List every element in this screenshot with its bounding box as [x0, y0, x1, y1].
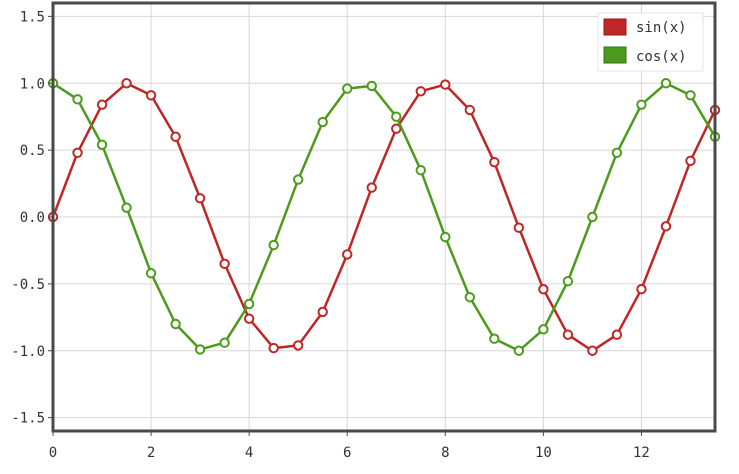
- data-point-cos-x: [464, 292, 476, 303]
- x-tick-label: 6: [343, 445, 351, 461]
- data-point-cos-x: [342, 83, 353, 94]
- legend: sin(x) cos(x): [597, 12, 704, 72]
- data-point-sin-x: [292, 340, 304, 351]
- data-point-sin-x: [440, 79, 451, 90]
- data-point-sin-x: [636, 284, 647, 295]
- data-point-sin-x: [342, 249, 353, 260]
- y-tick-label: -1.0: [11, 344, 45, 360]
- data-point-sin-x: [489, 156, 500, 168]
- series-layer: [47, 78, 721, 356]
- data-point-cos-x: [219, 337, 230, 348]
- data-point-sin-x: [685, 155, 696, 167]
- data-point-cos-x: [660, 78, 672, 89]
- data-point-sin-x: [317, 306, 328, 318]
- y-tick-label: 1.0: [20, 76, 45, 92]
- y-axis-ticks: -1.5 -1.0 -0.5 0.0 0.5 1.0 1.5: [11, 9, 53, 427]
- legend-swatch-cos: [603, 46, 627, 64]
- data-point-cos-x: [611, 147, 623, 159]
- data-point-sin-x: [660, 221, 672, 232]
- data-point-cos-x: [440, 231, 451, 243]
- data-point-sin-x: [464, 104, 476, 116]
- data-point-cos-x: [170, 318, 181, 330]
- y-tick-label: 1.5: [20, 9, 45, 25]
- data-point-cos-x: [268, 239, 279, 251]
- data-point-sin-x: [121, 78, 132, 89]
- x-tick-label: 10: [535, 445, 552, 461]
- data-point-cos-x: [121, 202, 132, 213]
- data-point-cos-x: [292, 174, 304, 185]
- data-point-cos-x: [317, 116, 328, 128]
- data-point-cos-x: [391, 111, 402, 122]
- grid-lines: [52, 3, 715, 431]
- data-point-sin-x: [96, 99, 108, 110]
- y-tick-label: 0.5: [20, 143, 45, 159]
- data-point-sin-x: [587, 345, 598, 356]
- x-axis-ticks: 0 2 4 6 8 10 12: [49, 431, 650, 461]
- data-point-cos-x: [243, 298, 255, 310]
- data-point-cos-x: [513, 345, 525, 356]
- series-sin-x: [47, 78, 721, 356]
- series-line-cos-x: [52, 82, 717, 353]
- legend-label-cos: cos(x): [636, 49, 687, 65]
- y-tick-label: 0.0: [20, 210, 45, 226]
- x-tick-label: 0: [49, 445, 57, 461]
- data-point-cos-x: [489, 333, 500, 344]
- legend-swatch-sin: [603, 18, 627, 36]
- y-tick-label: -0.5: [11, 277, 45, 293]
- data-point-sin-x: [562, 329, 574, 340]
- data-point-cos-x: [194, 344, 206, 355]
- data-point-cos-x: [96, 139, 108, 150]
- data-point-cos-x: [685, 90, 696, 101]
- y-tick-label: -1.5: [11, 411, 45, 427]
- data-point-sin-x: [194, 193, 206, 204]
- data-point-sin-x: [538, 284, 549, 295]
- data-point-sin-x: [366, 182, 377, 193]
- data-point-cos-x: [145, 267, 157, 279]
- data-point-cos-x: [562, 276, 574, 287]
- data-point-cos-x: [538, 324, 549, 335]
- data-point-sin-x: [268, 342, 279, 354]
- data-point-cos-x: [587, 211, 598, 223]
- data-point-sin-x: [219, 258, 230, 270]
- data-point-cos-x: [415, 164, 426, 176]
- data-point-sin-x: [415, 86, 426, 97]
- data-point-sin-x: [72, 147, 83, 159]
- data-point-sin-x: [611, 329, 623, 340]
- x-tick-label: 4: [245, 445, 253, 461]
- data-point-cos-x: [72, 94, 83, 105]
- data-point-sin-x: [243, 313, 255, 324]
- data-point-sin-x: [513, 222, 525, 233]
- data-point-cos-x: [636, 99, 647, 110]
- x-tick-label: 12: [633, 445, 650, 461]
- data-point-sin-x: [145, 90, 157, 101]
- x-tick-label: 8: [441, 445, 449, 461]
- data-point-cos-x: [366, 80, 377, 92]
- data-point-sin-x: [170, 131, 181, 142]
- legend-label-sin: sin(x): [636, 20, 687, 36]
- series-line-sin-x: [51, 82, 717, 353]
- x-tick-label: 2: [147, 445, 155, 461]
